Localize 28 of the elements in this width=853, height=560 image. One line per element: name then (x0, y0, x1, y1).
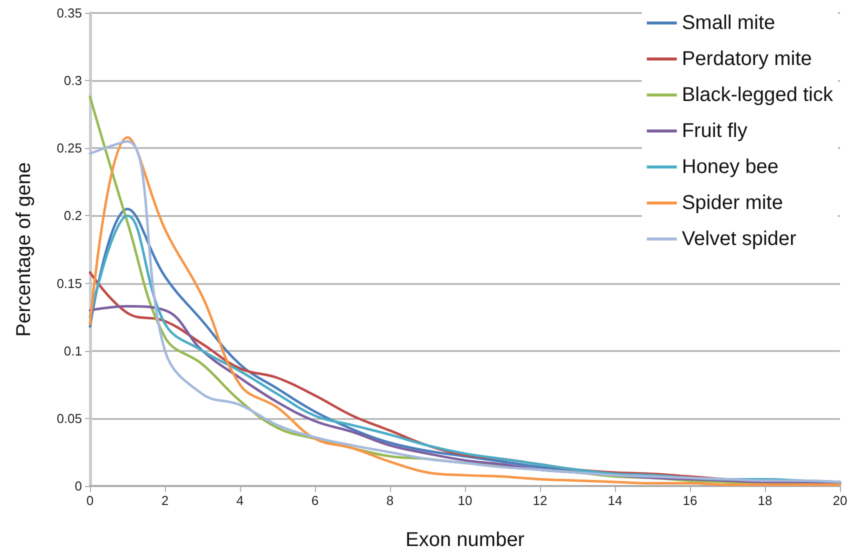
legend-label: Fruit fly (682, 120, 748, 142)
y-tick-label: 0.05 (56, 410, 82, 426)
x-tick-label: 20 (832, 493, 848, 508)
y-tick-label: 0.2 (64, 208, 82, 224)
x-tick-label: 4 (236, 493, 244, 508)
x-tick-label: 0 (86, 493, 94, 508)
x-tick-label: 18 (758, 493, 772, 508)
y-tick-label: 0.35 (56, 6, 82, 20)
x-tick-label: 6 (311, 493, 319, 508)
x-axis-title: Exon number (406, 529, 525, 551)
legend-label: Velvet spider (682, 228, 797, 250)
legend-label: Black-legged tick (682, 84, 834, 106)
y-tick-label: 0.25 (56, 140, 82, 156)
y-axis-title: Percentage of gene (13, 162, 35, 337)
x-tick-label: 16 (682, 493, 698, 508)
y-tick-label: 0.3 (64, 73, 82, 88)
x-tick-label: 14 (608, 493, 622, 508)
legend-label: Honey bee (682, 156, 779, 178)
x-tick-label: 10 (458, 493, 472, 508)
y-tick-label: 0.15 (56, 276, 82, 291)
x-tick-label: 12 (532, 493, 548, 508)
legend-label: Spider mite (682, 192, 783, 214)
legend-label: Small mite (682, 12, 776, 34)
x-tick-label: 8 (386, 493, 394, 508)
y-tick-label: 0.1 (64, 343, 82, 358)
legend-label: Perdatory mite (682, 48, 812, 70)
x-tick-label: 2 (161, 493, 169, 508)
y-tick-label: 0 (74, 478, 82, 494)
